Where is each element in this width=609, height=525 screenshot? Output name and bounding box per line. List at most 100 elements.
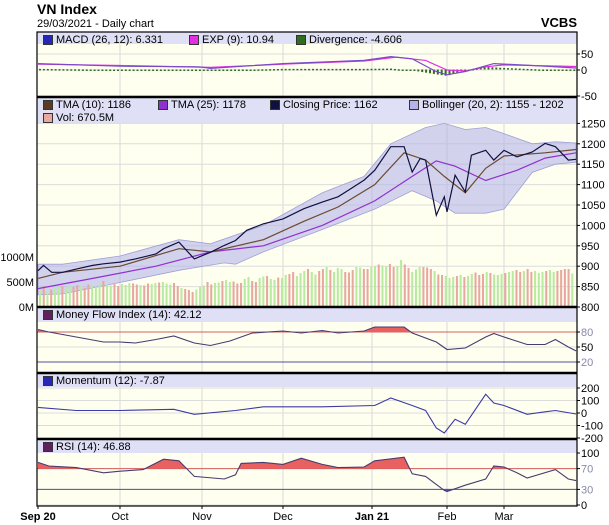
divergence-bar: [479, 67, 482, 70]
divergence-bar: [276, 68, 279, 71]
volume-bar: [109, 285, 112, 307]
volume-bar: [310, 272, 313, 307]
macd-legend-band: [37, 32, 577, 44]
divergence-bar: [390, 68, 392, 71]
divergence-bar: [386, 68, 389, 71]
divergence-bar: [202, 69, 205, 71]
volume-bar: [545, 271, 548, 307]
volume-bar: [251, 281, 254, 307]
volume-bar: [470, 274, 473, 307]
volume-bar: [50, 289, 53, 307]
divergence-bar: [510, 68, 513, 70]
divergence-bar: [343, 68, 346, 71]
y-tick-label: -100: [581, 421, 603, 433]
legend-swatch: [43, 442, 53, 452]
divergence-bar: [534, 69, 537, 71]
y-tick-label: 1050: [581, 200, 605, 212]
legend-label: MACD (26, 12): 6.331: [56, 34, 163, 46]
volume-bar: [191, 292, 194, 307]
divergence-bar: [553, 69, 556, 71]
volume-tick-label: 500M: [6, 277, 34, 289]
volume-bar: [206, 282, 209, 307]
y-tick-label: 0: [581, 500, 587, 512]
volume-bar: [318, 271, 321, 307]
volume-bar: [400, 260, 403, 307]
divergence-bar: [46, 68, 49, 71]
volume-bar: [213, 283, 216, 307]
volume-bar: [381, 265, 384, 307]
volume-bar: [61, 286, 64, 307]
volume-bar: [441, 275, 444, 307]
divergence-bar: [339, 68, 342, 71]
volume-bar: [426, 267, 429, 307]
divergence-bar: [148, 69, 151, 71]
y-tick-label: 1250: [581, 118, 605, 130]
volume-bar: [180, 288, 183, 307]
y-tick-label: -200: [581, 433, 603, 445]
divergence-bar: [522, 68, 525, 71]
legend-label: Bollinger (20, 2): 1155 - 1202: [422, 99, 564, 111]
legend-label: RSI (14): 46.88: [56, 441, 131, 453]
rsi-panel: 100 70 30 0: [37, 439, 599, 512]
volume-bar: [94, 287, 97, 307]
divergence-bar: [335, 68, 338, 71]
divergence-bar: [183, 69, 186, 71]
divergence-bar: [163, 69, 166, 71]
divergence-bar: [378, 68, 381, 71]
divergence-bar: [569, 69, 572, 71]
volume-bar: [46, 292, 49, 307]
volume-bar: [567, 269, 570, 307]
volume-bar: [236, 283, 239, 307]
divergence-bar: [234, 69, 236, 71]
divergence-bar: [42, 68, 45, 71]
volume-bar: [478, 275, 481, 307]
volume-bar: [500, 274, 503, 307]
divergence-bar: [241, 69, 244, 71]
volume-bar: [232, 281, 235, 307]
legend-swatch: [43, 35, 53, 45]
y-tick-label: 1150: [581, 159, 605, 171]
volume-bar: [68, 285, 71, 307]
divergence-bar: [549, 69, 552, 71]
chart-title: VN Index: [37, 1, 97, 17]
tma25-line: [37, 152, 577, 290]
divergence-bar: [483, 67, 486, 70]
volume-bar: [53, 287, 56, 307]
volume-bar: [102, 281, 105, 307]
divergence-bar: [249, 69, 252, 71]
volume-bar: [158, 282, 161, 307]
x-tick-label: Sep 20: [20, 511, 55, 523]
volume-bar: [455, 276, 458, 307]
x-tick-label: Oct: [111, 511, 128, 523]
divergence-bar: [280, 68, 283, 71]
y-tick-label: 100: [581, 396, 599, 408]
divergence-bar: [195, 69, 197, 71]
y-tick-label: 800: [581, 302, 599, 314]
volume-bar: [284, 275, 287, 307]
volume-bar: [422, 267, 425, 307]
brand-label: VCBS: [540, 15, 577, 30]
volume-bar: [414, 269, 417, 307]
volume-bar: [448, 278, 451, 307]
divergence-bar: [113, 69, 116, 71]
volume-bar: [459, 275, 462, 307]
volume-bar: [195, 289, 198, 307]
legend-swatch: [158, 100, 168, 110]
divergence-bar: [561, 69, 564, 71]
divergence-bar: [382, 68, 385, 71]
legend-swatch: [270, 100, 280, 110]
volume-bar: [329, 270, 332, 307]
overbought-fill: [38, 457, 508, 469]
volume-bar: [325, 267, 328, 307]
divergence-bar: [413, 69, 416, 71]
divergence-bar: [362, 68, 365, 71]
y-tick-label: 900: [581, 261, 599, 273]
volume-bar: [336, 268, 339, 307]
y-tick-label: 1200: [581, 139, 605, 151]
divergence-bar: [319, 68, 322, 71]
y-tick-label: 200: [581, 383, 599, 395]
mfi-panel: 80 50 20: [37, 307, 593, 373]
legend-label: Money Flow Index (14): 42.12: [56, 309, 202, 321]
volume-bar: [292, 272, 295, 307]
volume-bar: [496, 275, 499, 307]
